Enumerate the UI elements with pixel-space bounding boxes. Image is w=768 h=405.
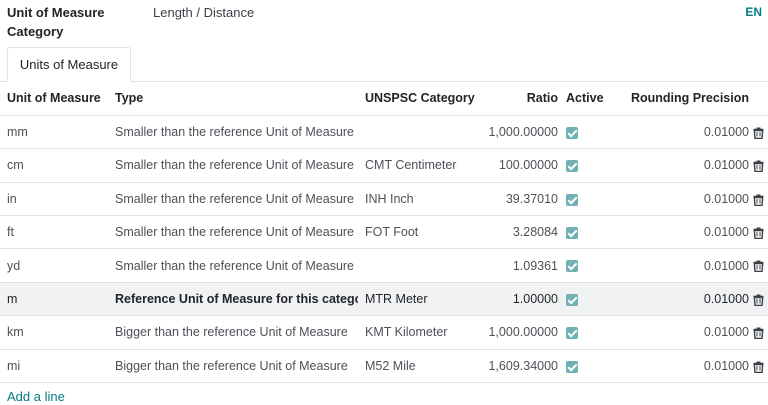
cell-delete bbox=[749, 315, 768, 350]
cell-uom[interactable]: cm bbox=[0, 148, 108, 183]
cell-uom[interactable]: in bbox=[0, 182, 108, 217]
cell-active bbox=[560, 148, 621, 183]
cell-active bbox=[560, 248, 621, 283]
cell-type[interactable]: Bigger than the reference Unit of Measur… bbox=[108, 349, 358, 384]
cell-delete bbox=[749, 349, 768, 384]
trash-icon[interactable] bbox=[753, 227, 764, 240]
cell-unspsc[interactable]: M52 Mile bbox=[358, 349, 476, 384]
cell-unspsc[interactable]: FOT Foot bbox=[358, 215, 476, 250]
cell-active bbox=[560, 282, 621, 317]
cell-unspsc[interactable]: KMT Kilometer bbox=[358, 315, 476, 350]
table-row[interactable]: cm Smaller than the reference Unit of Mea… bbox=[0, 148, 768, 183]
cell-ratio[interactable]: 3.28084 bbox=[476, 215, 560, 250]
tab-bar: Units of Measure bbox=[0, 47, 768, 82]
cell-uom[interactable]: mm bbox=[0, 115, 108, 150]
cell-uom[interactable]: km bbox=[0, 315, 108, 350]
cell-delete bbox=[749, 215, 768, 250]
cell-active bbox=[560, 115, 621, 150]
trash-icon[interactable] bbox=[753, 260, 764, 273]
table-header-row: Unit of Measure Type UNSPSC Category Rat… bbox=[0, 82, 768, 116]
column-header-ratio[interactable]: Ratio bbox=[476, 82, 560, 116]
cell-delete bbox=[749, 148, 768, 183]
cell-type[interactable]: Reference Unit of Measure for this categ… bbox=[108, 282, 358, 317]
cell-uom[interactable]: yd bbox=[0, 248, 108, 283]
trash-icon[interactable] bbox=[753, 127, 764, 139]
cell-type[interactable]: Smaller than the reference Unit of Measu… bbox=[108, 148, 358, 183]
uom-table: Unit of Measure Type UNSPSC Category Rat… bbox=[0, 82, 768, 384]
table-row[interactable]: mi Bigger than the reference Unit of Meas… bbox=[0, 349, 768, 384]
checkbox-checked-icon[interactable] bbox=[566, 260, 578, 273]
language-button[interactable]: EN bbox=[745, 5, 762, 19]
column-header-uom[interactable]: Unit of Measure bbox=[0, 82, 108, 116]
category-field-label: Unit of Measure Category bbox=[7, 5, 105, 39]
table-row[interactable]: in Smaller than the reference Unit of Mea… bbox=[0, 182, 768, 217]
cell-delete bbox=[749, 282, 768, 317]
column-header-active[interactable]: Active bbox=[560, 82, 621, 116]
table-row[interactable]: km Bigger than the reference Unit of Meas… bbox=[0, 315, 768, 350]
cell-ratio[interactable]: 1,609.34000 bbox=[476, 349, 560, 384]
tab-units-of-measure[interactable]: Units of Measure bbox=[7, 47, 131, 82]
checkbox-checked-icon[interactable] bbox=[566, 160, 578, 173]
column-header-unspsc[interactable]: UNSPSC Category bbox=[358, 82, 476, 116]
cell-unspsc[interactable] bbox=[358, 248, 476, 283]
trash-icon[interactable] bbox=[753, 194, 764, 206]
category-field-value[interactable]: Length / Distance bbox=[153, 5, 255, 20]
cell-delete bbox=[749, 182, 768, 217]
cell-rounding[interactable]: 0.01000 bbox=[621, 115, 749, 150]
trash-icon[interactable] bbox=[753, 294, 764, 306]
column-header-rounding[interactable]: Rounding Precision bbox=[621, 82, 749, 116]
trash-icon[interactable] bbox=[753, 361, 764, 373]
table-row[interactable]: yd Smaller than the reference Unit of Mea… bbox=[0, 248, 768, 283]
cell-delete bbox=[749, 248, 768, 283]
cell-uom[interactable]: mi bbox=[0, 349, 108, 384]
cell-type[interactable]: Smaller than the reference Unit of Measu… bbox=[108, 115, 358, 150]
checkbox-checked-icon[interactable] bbox=[566, 226, 578, 239]
table-row[interactable]: ft Smaller than the reference Unit of Mea… bbox=[0, 215, 768, 250]
trash-icon[interactable] bbox=[753, 160, 764, 173]
trash-icon[interactable] bbox=[753, 327, 764, 340]
cell-active bbox=[560, 315, 621, 350]
cell-type[interactable]: Bigger than the reference Unit of Measur… bbox=[108, 315, 358, 350]
checkbox-checked-icon[interactable] bbox=[566, 193, 578, 206]
checkbox-checked-icon[interactable] bbox=[566, 293, 578, 306]
cell-unspsc[interactable]: CMT Centimeter bbox=[358, 148, 476, 183]
cell-active bbox=[560, 349, 621, 384]
table-body: mm Smaller than the reference Unit of Mea… bbox=[0, 115, 768, 384]
cell-rounding[interactable]: 0.01000 bbox=[621, 349, 749, 384]
cell-type[interactable]: Smaller than the reference Unit of Measu… bbox=[108, 215, 358, 250]
cell-rounding[interactable]: 0.01000 bbox=[621, 248, 749, 283]
cell-ratio[interactable]: 1,000.00000 bbox=[476, 315, 560, 350]
cell-active bbox=[560, 182, 621, 217]
checkbox-checked-icon[interactable] bbox=[566, 360, 578, 373]
table-row[interactable]: m Reference Unit of Measure for this cate… bbox=[0, 282, 768, 317]
cell-type[interactable]: Smaller than the reference Unit of Measu… bbox=[108, 248, 358, 283]
cell-unspsc[interactable]: INH Inch bbox=[358, 182, 476, 217]
cell-ratio[interactable]: 1,000.00000 bbox=[476, 115, 560, 150]
table-row[interactable]: mm Smaller than the reference Unit of Mea… bbox=[0, 115, 768, 150]
cell-unspsc[interactable] bbox=[358, 115, 476, 150]
add-line-link[interactable]: Add a line bbox=[7, 389, 65, 404]
checkbox-checked-icon[interactable] bbox=[566, 327, 578, 340]
cell-ratio[interactable]: 39.37010 bbox=[476, 182, 560, 217]
cell-type[interactable]: Smaller than the reference Unit of Measu… bbox=[108, 182, 358, 217]
cell-rounding[interactable]: 0.01000 bbox=[621, 148, 749, 183]
cell-rounding[interactable]: 0.01000 bbox=[621, 182, 749, 217]
cell-unspsc[interactable]: MTR Meter bbox=[358, 282, 476, 317]
cell-delete bbox=[749, 115, 768, 150]
cell-uom[interactable]: m bbox=[0, 282, 108, 317]
cell-ratio[interactable]: 1.00000 bbox=[476, 282, 560, 317]
cell-active bbox=[560, 215, 621, 250]
cell-rounding[interactable]: 0.01000 bbox=[621, 215, 749, 250]
column-header-actions bbox=[749, 82, 768, 116]
cell-ratio[interactable]: 1.09361 bbox=[476, 248, 560, 283]
cell-ratio[interactable]: 100.00000 bbox=[476, 148, 560, 183]
cell-rounding[interactable]: 0.01000 bbox=[621, 282, 749, 317]
cell-rounding[interactable]: 0.01000 bbox=[621, 315, 749, 350]
checkbox-checked-icon[interactable] bbox=[566, 126, 578, 139]
cell-uom[interactable]: ft bbox=[0, 215, 108, 250]
column-header-type[interactable]: Type bbox=[108, 82, 358, 116]
